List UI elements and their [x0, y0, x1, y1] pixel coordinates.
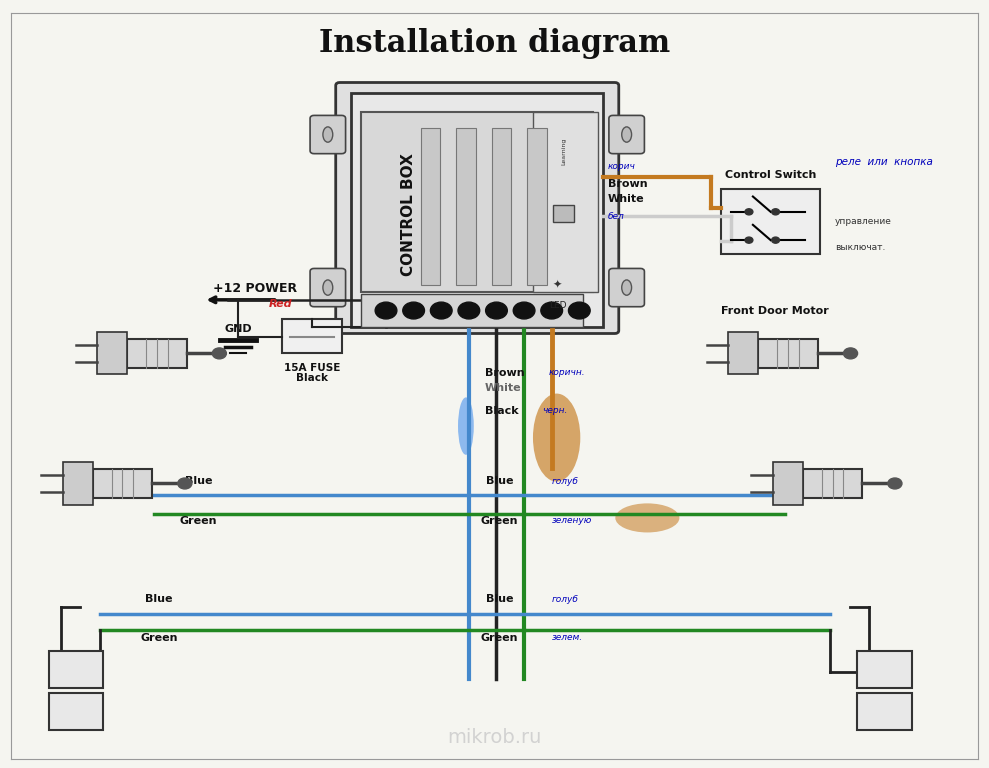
Text: White: White	[608, 194, 645, 204]
Bar	[93, 468, 152, 498]
FancyBboxPatch shape	[609, 269, 645, 306]
Circle shape	[745, 237, 753, 243]
FancyBboxPatch shape	[359, 99, 611, 333]
Circle shape	[541, 302, 563, 319]
Ellipse shape	[533, 393, 581, 482]
Bar	[62, 462, 93, 505]
Circle shape	[458, 302, 480, 319]
Bar	[361, 294, 583, 326]
Bar	[729, 333, 759, 375]
Text: mikrob.ru: mikrob.ru	[447, 728, 542, 747]
FancyBboxPatch shape	[311, 269, 345, 306]
Bar	[48, 651, 103, 688]
Circle shape	[375, 302, 397, 319]
Text: реле  или  кнопка: реле или кнопка	[835, 157, 933, 167]
Bar	[759, 339, 818, 368]
Text: Green: Green	[140, 633, 178, 643]
Text: Red: Red	[269, 299, 293, 309]
Circle shape	[178, 478, 192, 489]
Ellipse shape	[322, 127, 332, 142]
Text: Installation diagram: Installation diagram	[318, 28, 671, 59]
Circle shape	[513, 302, 535, 319]
Text: Green: Green	[481, 633, 518, 643]
Text: управление: управление	[835, 217, 892, 226]
Circle shape	[745, 209, 753, 215]
Text: ✦: ✦	[553, 280, 563, 290]
FancyBboxPatch shape	[335, 82, 619, 333]
Text: голуб: голуб	[552, 595, 579, 604]
Circle shape	[486, 302, 507, 319]
Text: Brown: Brown	[608, 179, 648, 189]
FancyBboxPatch shape	[532, 112, 598, 292]
Ellipse shape	[615, 503, 679, 532]
Ellipse shape	[458, 397, 474, 455]
Text: 15A FUSE: 15A FUSE	[284, 362, 340, 372]
Bar	[48, 694, 103, 730]
Bar	[456, 127, 476, 284]
Ellipse shape	[622, 127, 632, 142]
Bar	[772, 462, 803, 505]
Circle shape	[213, 348, 226, 359]
Text: Control Switch: Control Switch	[725, 170, 816, 180]
Bar	[803, 468, 862, 498]
Text: Black: Black	[296, 372, 328, 382]
Text: коричн.: коричн.	[549, 368, 585, 377]
FancyBboxPatch shape	[351, 93, 603, 326]
Text: +12 POWER: +12 POWER	[214, 282, 298, 295]
Text: голуб: голуб	[552, 477, 579, 486]
Circle shape	[888, 478, 902, 489]
Text: Green: Green	[481, 516, 518, 526]
Text: Blue: Blue	[185, 475, 213, 486]
Circle shape	[430, 302, 452, 319]
Text: Black: Black	[485, 406, 518, 415]
Bar	[283, 319, 341, 353]
Bar	[721, 189, 820, 254]
Text: CONTROL BOX: CONTROL BOX	[402, 153, 416, 276]
Bar	[553, 205, 575, 222]
Text: Front Door Motor: Front Door Motor	[721, 306, 829, 316]
Circle shape	[569, 302, 590, 319]
Bar	[857, 651, 912, 688]
Text: Learning: Learning	[562, 138, 567, 165]
Text: бел: бел	[608, 212, 625, 221]
Circle shape	[771, 209, 779, 215]
Text: корич: корич	[608, 162, 636, 171]
Text: White: White	[485, 382, 521, 392]
Text: Brown: Brown	[485, 368, 524, 378]
FancyBboxPatch shape	[311, 115, 345, 154]
Text: Blue: Blue	[145, 594, 173, 604]
Bar	[492, 127, 511, 284]
Circle shape	[844, 348, 857, 359]
Circle shape	[771, 237, 779, 243]
Bar	[527, 127, 547, 284]
Text: выключат.: выключат.	[835, 243, 885, 252]
Text: черн.: черн.	[542, 406, 568, 415]
Text: Blue: Blue	[486, 475, 513, 486]
Ellipse shape	[322, 280, 332, 295]
Text: зелем.: зелем.	[552, 633, 583, 642]
Text: GND: GND	[225, 324, 252, 334]
Bar	[857, 694, 912, 730]
Text: LED: LED	[549, 301, 567, 310]
Text: Blue: Blue	[486, 594, 513, 604]
Text: Green: Green	[180, 516, 218, 526]
Bar	[97, 333, 128, 375]
Text: зеленую: зеленую	[552, 516, 592, 525]
Circle shape	[403, 302, 424, 319]
Ellipse shape	[622, 280, 632, 295]
Bar	[420, 127, 440, 284]
FancyBboxPatch shape	[609, 115, 645, 154]
Bar	[128, 339, 187, 368]
FancyBboxPatch shape	[361, 112, 593, 292]
